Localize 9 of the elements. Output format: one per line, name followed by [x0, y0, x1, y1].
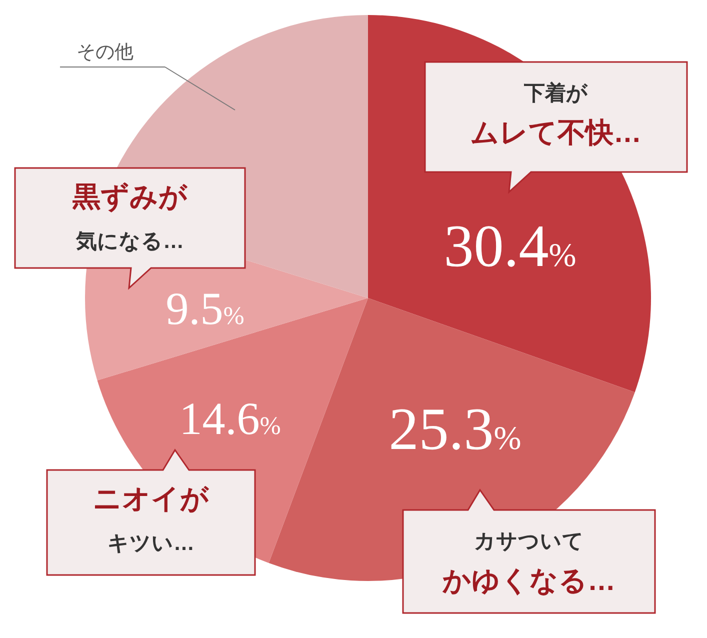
- slice-label: 黒ずみが気になる…: [72, 181, 188, 253]
- slice-label: その他: [76, 42, 134, 63]
- slice-label: 下着がムレて不快…: [470, 81, 642, 148]
- data-label: 9.5%: [166, 283, 244, 334]
- slice-label: ニオイがキツい…: [93, 483, 210, 555]
- slice-label: カサついてかゆくなる…: [442, 530, 616, 596]
- data-label: 25.3%: [388, 396, 522, 462]
- data-label: 14.6%: [179, 393, 281, 444]
- data-label: 30.4%: [444, 213, 576, 279]
